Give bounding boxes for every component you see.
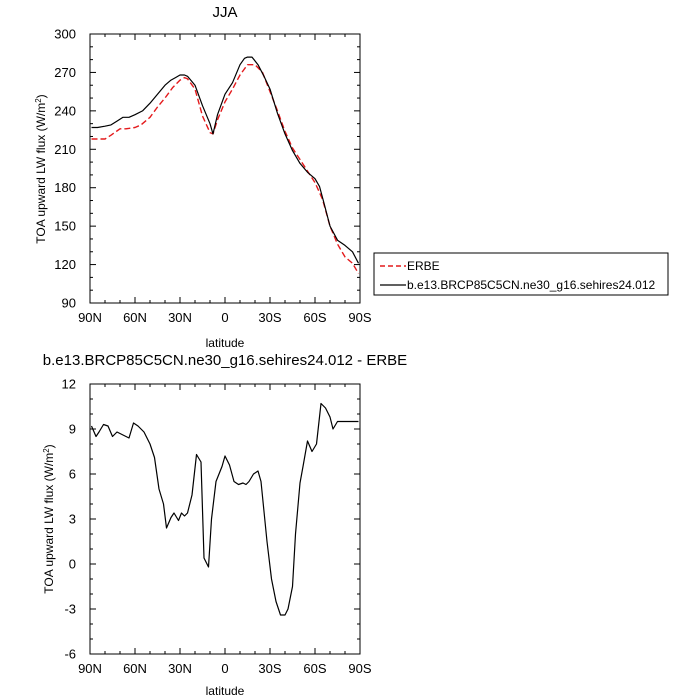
y-tick-label: 6 <box>69 467 76 482</box>
top-chart-ylabel-sup: 2 <box>34 98 43 103</box>
bottom-chart-ylabel-sup: 2 <box>42 448 51 453</box>
y-tick-label: 90 <box>62 296 76 311</box>
x-tick-label: 90S <box>348 661 371 676</box>
x-tick-label: 60N <box>123 661 147 676</box>
y-tick-label: 9 <box>69 422 76 437</box>
top-chart-axes: 90N 60N 30N 0 30S 60S 90S 90 120 150 180 210 240 270 3… <box>54 27 372 326</box>
x-tick-label: 30N <box>168 661 192 676</box>
bottom-chart-frame <box>89 383 361 655</box>
bottom-chart-title: b.e13.BRCP85C5CN.ne30_g16.sehires24.012 … <box>43 352 407 369</box>
top-chart-ylabel-main: TOA upward LW flux (W/m <box>34 103 48 244</box>
top-chart-lines <box>91 56 360 274</box>
x-tick-label: 90S <box>348 310 371 325</box>
x-tick-label: 90N <box>78 310 102 325</box>
y-tick-label: 180 <box>54 180 76 195</box>
y-tick-label: 12 <box>62 377 76 392</box>
top-chart-xlabel: latitude <box>206 336 245 350</box>
bottom-chart-panel: b.e13.BRCP85C5CN.ne30_g16.sehires24.012 … <box>42 352 408 698</box>
top-chart-ylabel-close: ) <box>34 94 48 98</box>
x-tick-label: 60N <box>123 310 147 325</box>
top-chart-frame <box>89 33 361 304</box>
series-line-0-0 <box>91 63 360 274</box>
legend-box <box>373 252 669 296</box>
bottom-chart-lines <box>90 402 359 616</box>
y-tick-label: 120 <box>54 257 76 272</box>
y-tick-label: 0 <box>69 557 76 572</box>
bottom-chart-ylabel-main: TOA upward LW flux (W/m <box>42 453 56 594</box>
bottom-chart-xlabel: latitude <box>206 684 245 698</box>
bottom-chart-ylabel-close: ) <box>42 444 56 448</box>
x-tick-label: 30N <box>168 310 192 325</box>
bottom-chart-ylabel: TOA upward LW flux (W/m2) <box>42 444 57 593</box>
y-tick-label: -3 <box>64 602 76 617</box>
y-tick-label: 210 <box>54 142 76 157</box>
y-tick-label: 240 <box>54 103 76 118</box>
x-tick-label: 90N <box>78 661 102 676</box>
y-tick-label: -6 <box>64 647 76 662</box>
series-line-1-0 <box>90 402 359 616</box>
y-tick-label: 270 <box>54 65 76 80</box>
y-tick-label: 3 <box>69 512 76 527</box>
x-tick-label: 30S <box>258 310 281 325</box>
legend-model-label: b.e13.BRCP85C5CN.ne30_g16.sehires24.012 <box>407 278 655 292</box>
top-chart-title: JJA <box>212 4 237 21</box>
series-line-0-1 <box>91 56 360 264</box>
x-tick-label: 60S <box>303 310 326 325</box>
x-tick-label: 0 <box>221 310 228 325</box>
top-chart-ylabel: TOA upward LW flux (W/m2) <box>34 94 49 243</box>
bottom-chart-axes: 90N 60N 30N 0 30S 60S 90S -6 -3 0 3 6 9 12 <box>62 377 372 677</box>
x-tick-label: 30S <box>258 661 281 676</box>
top-chart-panel: JJA TOA upward LW flux (W/m2) latitude 9… <box>34 4 372 350</box>
legend-erbe-label: ERBE <box>407 259 440 273</box>
y-tick-label: 300 <box>54 27 76 42</box>
y-tick-label: 150 <box>54 219 76 234</box>
x-tick-label: 0 <box>221 661 228 676</box>
legend: ERBE b.e13.BRCP85C5CN.ne30_g16.sehires24… <box>373 252 669 296</box>
x-tick-label: 60S <box>303 661 326 676</box>
